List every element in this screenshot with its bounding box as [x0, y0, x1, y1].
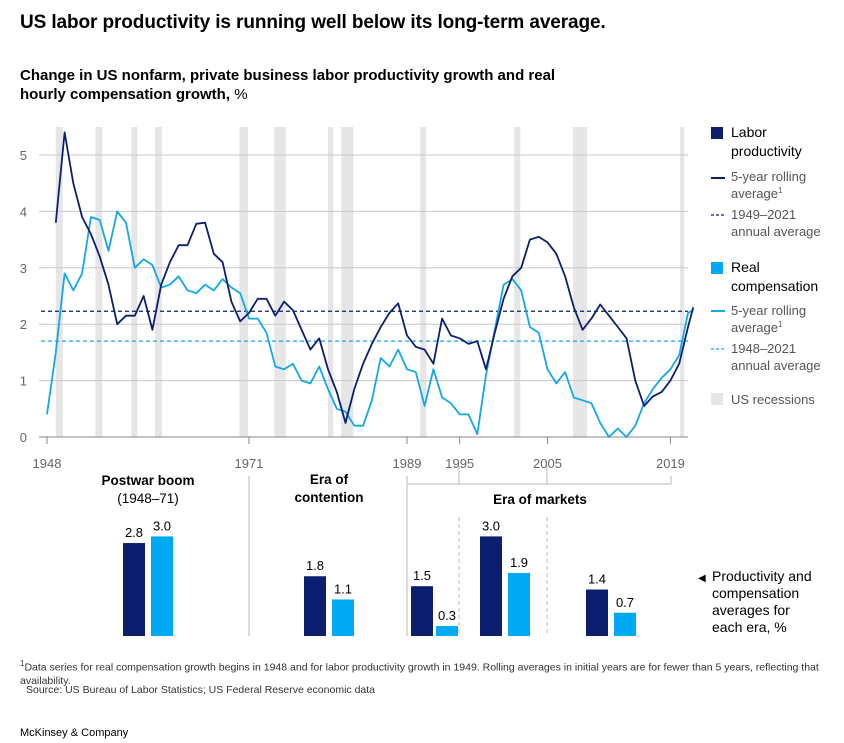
legend-labor-avg: 1949–2021 annual average [731, 207, 821, 239]
legend-labor-title-l1: Labor [731, 124, 767, 140]
recession-band-0 [55, 127, 63, 437]
footnote-text: Data series for real compensation growth… [20, 661, 819, 687]
era-bar-value-label: 1.5 [413, 568, 431, 583]
era-markets-title: Era of markets [493, 492, 587, 507]
recession-band-9 [514, 127, 521, 437]
era-bar [304, 576, 326, 636]
legend-labor-title-l2: productivity [731, 143, 802, 159]
recession-band-2 [131, 127, 138, 437]
era-bar-value-label: 2.8 [125, 525, 143, 540]
legend-labor-rolling-l2: average [731, 186, 778, 201]
recession-band-7 [341, 127, 354, 437]
legend-comp-title-l2: compensation [731, 278, 818, 294]
recession-band-1 [95, 127, 103, 437]
legend-comp-footnote-mark: 1 [778, 320, 783, 329]
recession-band-4 [239, 127, 249, 437]
legend-comp-rolling: 5-year rolling average1 [731, 303, 806, 335]
era-title-l1: Era of [310, 472, 349, 487]
era-bar-value-label: 1.9 [510, 555, 528, 570]
footnote-mark: 1 [20, 659, 25, 668]
recession-band-8 [420, 127, 427, 437]
era-annotation: ◀ Productivity and compensation averages… [698, 568, 816, 635]
legend-comp-avg-l1: 1948–2021 [731, 341, 796, 356]
era-subtitle: (1948–71) [117, 491, 179, 506]
legend-comp-avg: 1948–2021 annual average [731, 341, 821, 373]
y-tick-label: 5 [20, 148, 27, 163]
era-bar [586, 589, 608, 636]
legend-labor-footnote-mark: 1 [778, 186, 783, 195]
era-bar [123, 543, 145, 636]
era-bar-value-label: 1.1 [334, 581, 352, 596]
markets-bracket [406, 476, 672, 485]
era-title: Postwar boom [101, 473, 194, 488]
era-bar [480, 536, 502, 636]
chart-subtitle: Change in US nonfarm, private business l… [20, 66, 580, 104]
legend-labor-rolling-l1: 5-year rolling [731, 169, 806, 184]
x-tick-label: 1971 [234, 456, 263, 471]
legend-labor-title: Labor productivity [731, 124, 802, 159]
average-lines [41, 310, 688, 342]
era-bar-value-label: 3.0 [153, 518, 171, 533]
y-tick-label: 0 [20, 430, 27, 445]
source: Source: US Bureau of Labor Statistics; U… [26, 684, 376, 696]
headline: US labor productivity is running well be… [20, 12, 606, 33]
era-annotation-l4: each era, % [712, 619, 787, 635]
era-title-l2: contention [295, 490, 364, 505]
subtitle-text: Change in US nonfarm, private business l… [20, 67, 556, 103]
era-bar [332, 599, 354, 636]
recession-band-5 [274, 127, 286, 437]
era-bar [151, 536, 173, 636]
x-tick-label: 2019 [656, 456, 685, 471]
legend: Labor productivity 5-year rolling average1… [711, 124, 821, 407]
legend-labor-avg-l2: annual average [731, 224, 821, 239]
legend-comp-rolling-l2: average [731, 320, 778, 335]
era-bar [411, 586, 433, 636]
legend-labor-swatch [711, 127, 723, 139]
era-bar [508, 572, 530, 636]
legend-comp-rolling-l1: 5-year rolling [731, 303, 806, 318]
era-bar-value-label: 1.8 [306, 558, 324, 573]
comp-rolling-line [46, 210, 694, 438]
legend-recessions: US recessions [731, 392, 815, 407]
series-lines [46, 131, 695, 438]
legend-comp-swatch [711, 262, 723, 274]
recession-band-10 [572, 127, 588, 437]
x-tick-label: 1989 [393, 456, 422, 471]
legend-comp-title: Real compensation [731, 259, 818, 294]
era-annotation-arrow: ◀ [698, 573, 706, 584]
recession-band-11 [680, 127, 685, 437]
x-tick-label: 1995 [445, 456, 474, 471]
x-tick-label: 2005 [533, 456, 562, 471]
chart-canvas: 0 1 2 3 4 5 1948 1971 1989 1995 2005 2019 2.8 3.0 Pos… [20, 124, 821, 636]
era-bar-value-label: 0.3 [438, 608, 456, 623]
subtitle-unit: % [234, 86, 248, 103]
y-tick-label: 3 [20, 261, 27, 276]
y-tick-label: 2 [20, 317, 27, 332]
y-tick-label: 4 [20, 204, 27, 219]
recession-bands [55, 127, 685, 437]
era-bar-value-label: 1.4 [588, 572, 606, 587]
era-bar-value-label: 3.0 [482, 518, 500, 533]
x-tick-label: 1948 [33, 456, 62, 471]
era-annotation-l2: compensation [712, 585, 799, 601]
era-title: Era of contention [295, 472, 364, 505]
recession-band-6 [327, 127, 334, 437]
legend-recession-swatch [711, 393, 723, 405]
y-tick-label: 1 [20, 374, 27, 389]
era-annotation-l1: Productivity and [712, 568, 812, 584]
legend-comp-avg-l2: annual average [731, 358, 821, 373]
legend-comp-title-l1: Real [731, 259, 760, 275]
era-bar-value-label: 0.7 [616, 595, 634, 610]
labor-rolling-line [54, 131, 695, 424]
brand-logo: McKinsey & Company [20, 727, 129, 739]
legend-labor-avg-l1: 1949–2021 [731, 207, 796, 222]
era-bars: 2.8 3.0 Postwar boom (1948–71) 1.8 1.1 Era of c… [101, 466, 672, 636]
axes: 0 1 2 3 4 5 1948 1971 1989 1995 2005 2019 [20, 148, 688, 471]
footnote: 1Data series for real compensation growt… [20, 657, 830, 688]
legend-labor-rolling: 5-year rolling average1 [731, 169, 806, 201]
era-bar [614, 612, 636, 636]
era-annotation-l3: averages for [712, 602, 790, 618]
era-bar [436, 626, 458, 636]
